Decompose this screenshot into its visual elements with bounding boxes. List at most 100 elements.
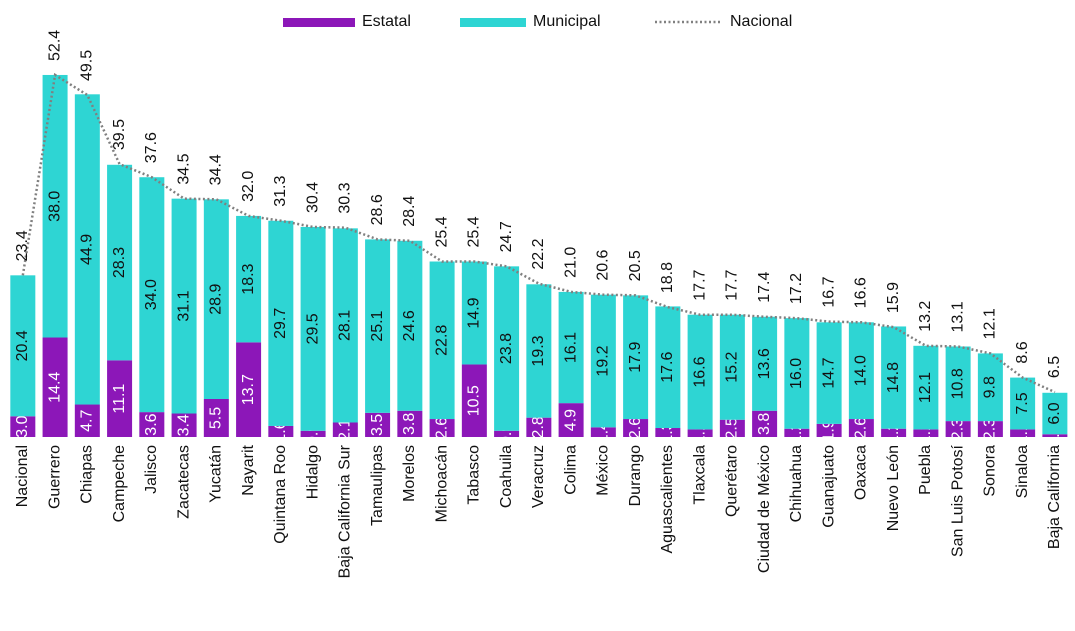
total-label: 23.4	[14, 230, 31, 261]
bar-segment	[42, 337, 68, 437]
segment-label: 3.6	[143, 413, 160, 435]
segment-label: 14.9	[466, 297, 483, 328]
x-tick-label: Puebla	[917, 445, 934, 495]
bar-segment	[107, 164, 133, 361]
bar-segment	[848, 419, 874, 437]
x-tick-label: Morelos	[401, 445, 418, 502]
bar-segment	[203, 199, 229, 399]
x-tick-label: Sinaloa	[1014, 445, 1031, 498]
segment-label: 11.1	[111, 384, 128, 414]
bar-segment	[332, 422, 358, 437]
bar-segment	[687, 429, 713, 437]
bar-segment	[1042, 434, 1068, 437]
segment-label: 14.4	[46, 372, 63, 403]
bar-segment	[945, 421, 971, 437]
x-tick-label: Durango	[627, 445, 644, 506]
segment-label: 28.1	[337, 310, 354, 341]
legend-swatch	[460, 18, 526, 27]
total-label: 16.7	[820, 276, 837, 307]
bar-segment	[558, 291, 584, 404]
bar-segment	[171, 413, 197, 437]
total-label: 39.5	[111, 119, 128, 150]
total-label: 25.4	[466, 216, 483, 247]
bar-segment	[1042, 392, 1068, 435]
x-tick-label: Chiapas	[79, 445, 96, 504]
bar-segment	[461, 261, 487, 365]
segment-label: 34.0	[143, 279, 160, 310]
total-label: 32.0	[240, 171, 257, 202]
total-label: 28.4	[401, 196, 418, 227]
x-tick-label: Hidalgo	[304, 445, 321, 499]
bar-segment	[655, 428, 681, 437]
total-label: 13.1	[949, 301, 966, 332]
segment-label: 10.8	[949, 368, 966, 399]
bar-segment	[300, 226, 326, 431]
segment-label: 19.3	[530, 335, 547, 366]
bar-segment	[945, 346, 971, 422]
total-label: 49.5	[79, 50, 96, 81]
total-label: 17.2	[788, 273, 805, 304]
total-label: 22.2	[530, 238, 547, 269]
bar-segment	[494, 430, 520, 437]
total-label: 30.4	[304, 182, 321, 213]
bar-segment	[913, 429, 939, 437]
segment-label: 3.0	[14, 415, 31, 437]
segment-label: 4.7	[79, 410, 96, 432]
bar-segment	[74, 94, 100, 405]
total-label: 37.6	[143, 132, 160, 163]
segment-label: 9.8	[982, 376, 999, 398]
total-label: 20.6	[595, 249, 612, 280]
segment-label: 31.1	[175, 290, 192, 321]
bar-segment	[558, 403, 584, 437]
bar-segment	[913, 345, 939, 430]
x-tick-label: Veracruz	[530, 445, 547, 508]
bar-segment	[300, 430, 326, 437]
x-tick-label: Nuevo León	[885, 445, 902, 531]
x-tick-label: Coahuila	[498, 445, 515, 508]
segment-label: 10.5	[466, 385, 483, 416]
bar-segment	[429, 419, 455, 437]
total-label: 34.5	[175, 153, 192, 184]
segment-label: 2.8	[530, 416, 547, 438]
segment-label: 14.0	[853, 355, 870, 386]
bar-segment	[74, 404, 100, 437]
x-tick-label: Baja California	[1046, 445, 1063, 549]
total-label: 6.5	[1046, 356, 1063, 378]
total-label: 12.1	[982, 308, 999, 339]
total-label: 16.6	[853, 277, 870, 308]
x-tick-label: Baja California Sur	[337, 444, 354, 578]
x-tick-label: Chihuahua	[788, 445, 805, 523]
bar-segment	[494, 266, 520, 431]
bar-segment	[461, 364, 487, 437]
bar-segment	[236, 215, 262, 343]
total-label: 24.7	[498, 221, 515, 252]
total-label: 20.5	[627, 250, 644, 281]
segment-label: 22.8	[433, 325, 450, 356]
segment-label: 3.4	[175, 414, 192, 436]
segment-label: 28.3	[111, 247, 128, 278]
x-tick-label: Querétaro	[724, 445, 741, 517]
bar-segment	[881, 428, 907, 437]
legend-label: Nacional	[730, 13, 792, 30]
bar-segment	[397, 410, 423, 437]
segment-label: 6.0	[1046, 402, 1063, 424]
segment-label: 29.5	[304, 313, 321, 344]
segment-label: 7.5	[1014, 392, 1031, 414]
bar-segment	[107, 360, 133, 437]
bar-segment	[752, 410, 778, 437]
bar-segment	[268, 220, 294, 426]
x-tick-label: San Luis Potosí	[949, 444, 966, 557]
x-tick-label: Sonora	[982, 445, 999, 497]
segment-label: 3.5	[369, 414, 386, 436]
bar-segment	[816, 423, 842, 437]
segment-label: 17.9	[627, 342, 644, 373]
legend-label: Municipal	[533, 13, 601, 30]
segment-label: 4.9	[562, 409, 579, 431]
bar-segment	[719, 419, 745, 437]
x-tick-label: Nayarit	[240, 444, 257, 495]
x-tick-label: Ciudad de México	[756, 445, 773, 573]
bar-segment	[526, 417, 552, 437]
x-tick-label: Zacatecas	[175, 445, 192, 519]
bar-segment	[365, 239, 391, 413]
x-tick-label: Campeche	[111, 445, 128, 522]
